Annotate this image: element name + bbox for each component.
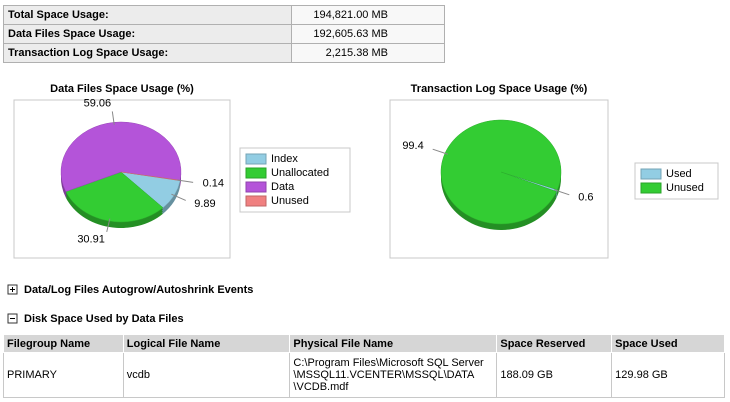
legend-label: Unallocated [271,167,329,179]
data-label: 30.91 [77,234,105,246]
column-header: Filegroup Name [3,334,124,353]
summary-row: Total Space Usage: 194,821.00 MB [3,5,445,25]
table-cell: 129.98 GB [611,352,725,398]
legend-label: Unused [666,182,704,194]
summary-row: Transaction Log Space Usage: 2,215.38 MB [3,43,445,63]
header-row: Filegroup Name Logical File Name Physical … [3,334,725,353]
table-cell: 188.09 GB [496,352,613,398]
cell-line: \MSSQL11.VCENTER\MSSQL\DATA [293,369,475,381]
cell-line: C:\Program Files\Microsoft SQL Server [293,357,484,369]
data-label: 99.4 [402,140,423,152]
label-leader [554,189,570,196]
data-label: 0.14 [203,178,224,190]
legend-label: Used [666,168,692,180]
label-leader [111,111,115,125]
data-label: 59.06 [84,97,112,109]
legend-label: Unused [271,195,309,207]
column-header: Physical File Name [289,334,498,353]
column-header: Space Used [611,334,725,353]
summary-value: 2,215.38 MB [291,43,445,63]
column-header: Space Reserved [496,334,613,353]
column-header: Logical File Name [122,334,291,353]
summary-row: Data Files Space Usage: 192,605.63 MB [3,24,445,44]
label-leader [432,148,448,155]
legend-swatch [640,168,662,180]
legend-swatch [245,181,267,193]
label-leader [171,193,186,201]
cell-line: \VCDB.mdf [293,381,349,393]
legend-label: Data [271,181,295,193]
summary-label: Data Files Space Usage: [3,24,292,44]
summary-label: Transaction Log Space Usage: [3,43,292,63]
chart-title: Transaction Log Space Usage (%) [411,83,588,95]
legend-swatch [245,167,267,179]
legend-swatch [640,182,662,194]
summary-value: 194,821.00 MB [291,5,445,25]
summary-table: Total Space Usage: 194,821.00 MB Data File… [3,5,445,63]
table-cell: C:\Program Files\Microsoft SQL Server \MS… [289,352,498,398]
summary-value: 192,605.63 MB [291,24,445,44]
data-files-table: Filegroup Name Logical File Name Physical … [3,334,725,398]
summary-label: Total Space Usage: [3,5,292,25]
section-title: Data/Log Files Autogrow/Autoshrink Event… [24,284,253,296]
legend-label: Index [271,153,298,165]
section-title: Disk Space Used by Data Files [24,313,184,325]
legend-swatch [245,153,267,165]
table-cell: vcdb [122,352,291,398]
data-label: 0.6 [578,192,593,204]
data-label: 9.89 [194,198,215,210]
label-leader [177,179,194,183]
legend-swatch [245,195,267,207]
table-cell: PRIMARY [3,352,124,398]
data-row: PRIMARY vcdb C:\Program Files\Microsoft SQ… [3,352,725,398]
chart-title: Data Files Space Usage (%) [50,83,194,95]
label-leader [106,218,111,232]
pie-slice [440,119,562,225]
